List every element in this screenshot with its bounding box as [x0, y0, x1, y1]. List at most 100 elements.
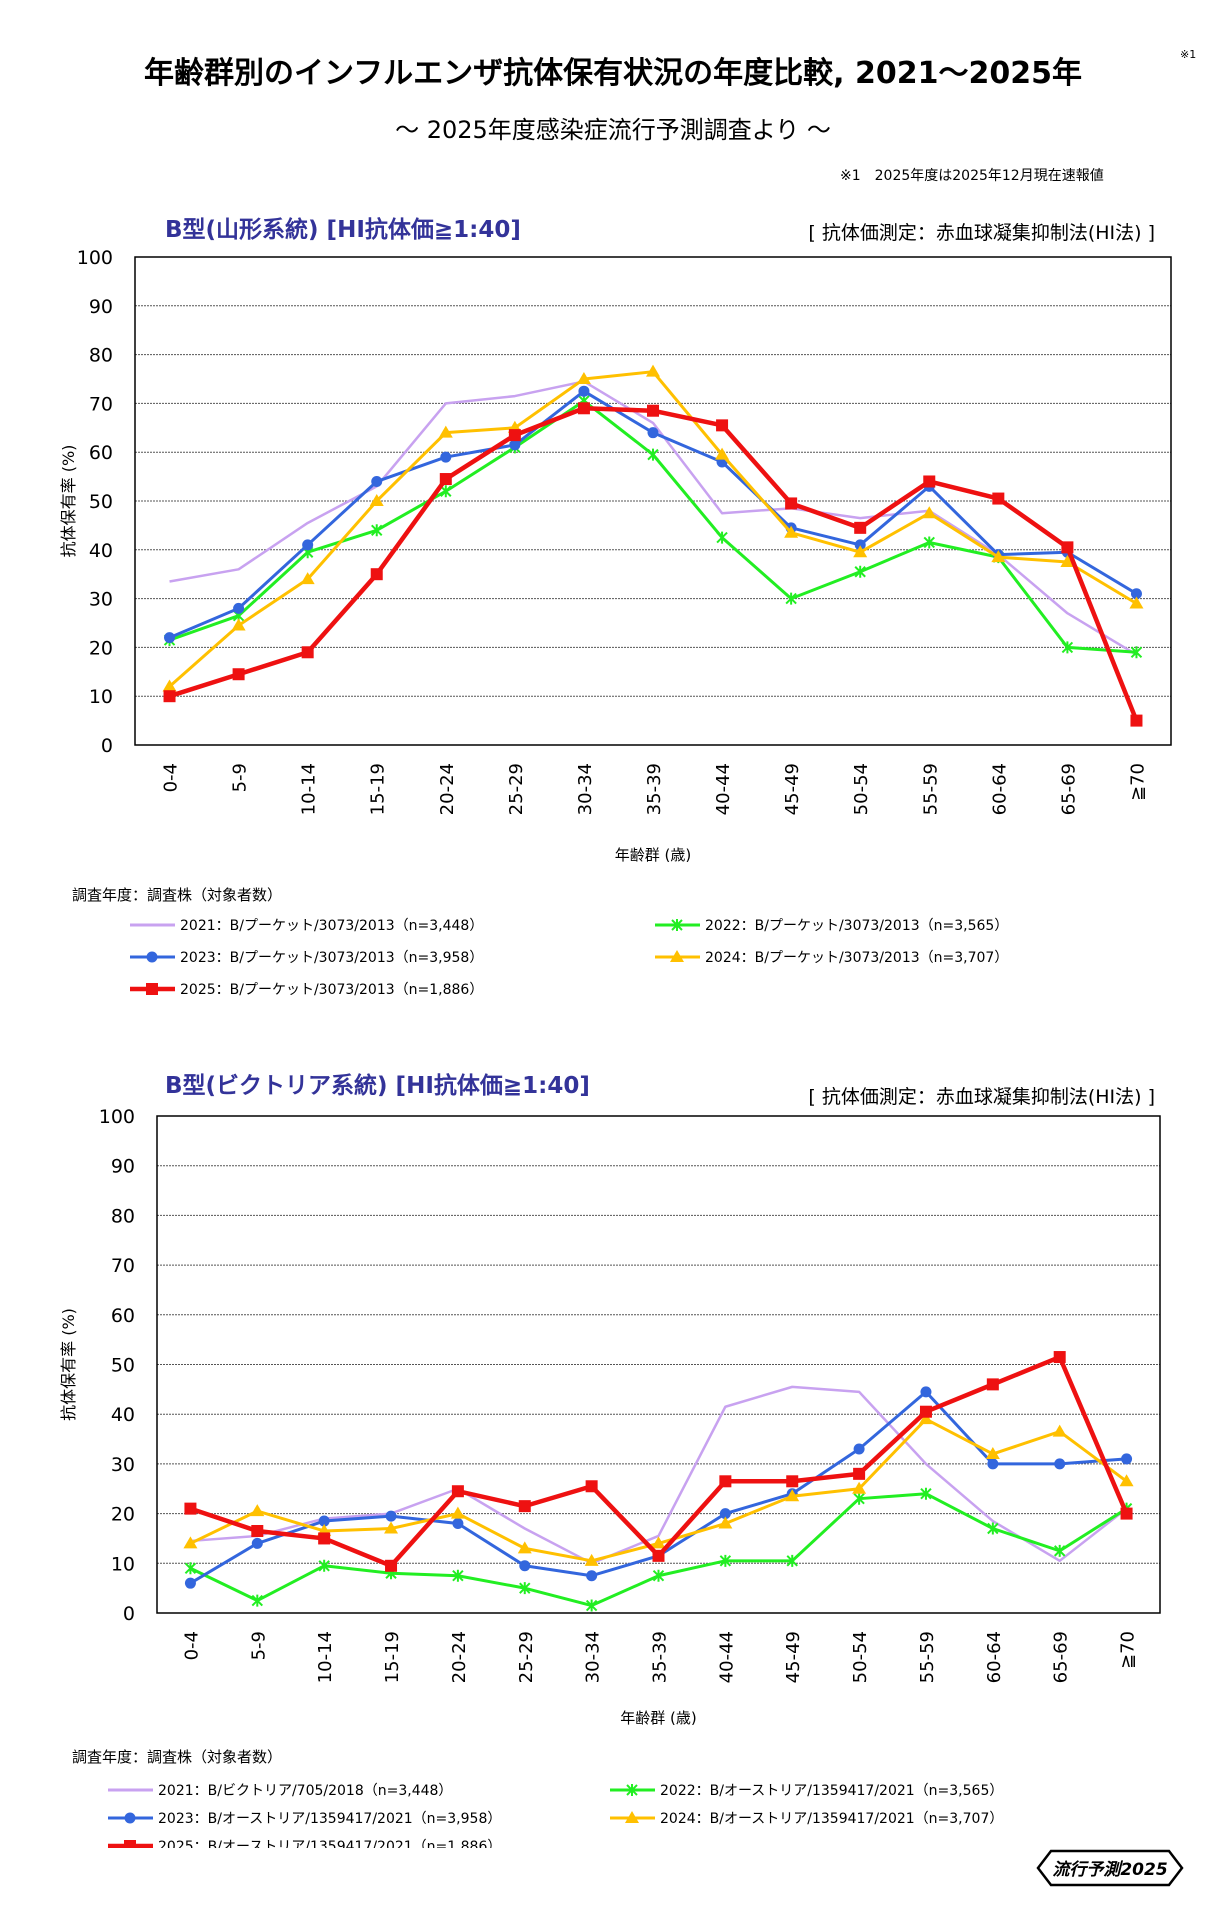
y-axis-label: 抗体保有率 (%) — [59, 1308, 78, 1421]
data-point-2023 — [854, 539, 866, 551]
data-point-2025 — [785, 497, 798, 510]
data-point-2024 — [646, 364, 660, 377]
data-point-2024 — [991, 550, 1006, 563]
x-tick-label: ≧70 — [1118, 1631, 1139, 1669]
chart-victoria: B型(ビクトリア系統) [HI抗体価≧1:40] [ 抗体価測定：赤血球凝集抑制法… — [59, 1072, 1161, 1848]
y-tick-label: 0 — [101, 735, 113, 757]
legend-item-2023: 2023：B/プーケット/3073/2013（n=3,958） — [130, 950, 483, 966]
y-tick-label: 40 — [89, 540, 113, 562]
data-point-2024 — [922, 506, 937, 519]
data-point-2024 — [853, 545, 868, 558]
data-point-2022 — [719, 1554, 732, 1567]
legend-item-2022: 2022：B/プーケット/3073/2013（n=3,565） — [655, 918, 1008, 934]
data-point-2025 — [923, 475, 936, 488]
data-point-2025 — [585, 1480, 598, 1493]
data-point-2023 — [519, 1560, 531, 1572]
x-tick-label: 55-59 — [917, 1631, 938, 1683]
data-point-2024 — [1060, 555, 1075, 567]
data-point-2024 — [1052, 1424, 1067, 1437]
legend-label: 2025：B/オーストリア/1359417/2021（n=1,886） — [158, 1839, 501, 1848]
data-point-2024 — [651, 1536, 666, 1549]
series-2022 — [184, 1487, 1133, 1612]
legend-label: 2023：B/プーケット/3073/2013（n=3,958） — [180, 950, 483, 966]
data-point-2024 — [517, 1541, 532, 1554]
x-tick-label: 55-59 — [920, 763, 941, 815]
data-point-2024 — [1119, 1474, 1134, 1487]
legend-marker — [146, 983, 158, 995]
legend-label: 2024：B/プーケット/3073/2013（n=3,707） — [705, 950, 1008, 966]
y-tick-label: 10 — [89, 686, 113, 708]
data-point-2025 — [652, 1549, 665, 1562]
x-tick-label: 65-69 — [1058, 763, 1079, 815]
legend-label: 2022：B/オーストリア/1359417/2021（n=3,565） — [660, 1783, 1003, 1799]
data-point-2022 — [184, 1562, 197, 1575]
x-tick-label: 10-14 — [315, 1631, 336, 1683]
preliminary-note: ※1 2025年度は2025年12月現在速報値 — [840, 168, 1104, 184]
legend-label: 2021：B/ビクトリア/705/2018（n=3,448） — [158, 1783, 452, 1799]
legend-item-2022: 2022：B/オーストリア/1359417/2021（n=3,565） — [610, 1783, 1003, 1799]
data-point-2022 — [647, 448, 659, 461]
data-point-2025 — [854, 521, 867, 534]
legend-marker — [124, 1840, 136, 1848]
x-tick-label: 45-49 — [783, 1631, 804, 1683]
data-point-2023 — [586, 1570, 598, 1582]
y-tick-label: 10 — [111, 1553, 135, 1575]
data-point-2025 — [439, 473, 452, 486]
series-2021 — [190, 1385, 1128, 1565]
logo-badge: 流行予測2025 — [1036, 1849, 1184, 1887]
x-tick-label: ≧70 — [1127, 763, 1148, 801]
y-tick-label: 40 — [111, 1404, 135, 1426]
y-tick-label: 60 — [89, 442, 113, 464]
badge-text: 流行予測2025 — [1052, 1860, 1167, 1880]
data-point-2025 — [370, 568, 383, 581]
y-tick-label: 100 — [99, 1106, 135, 1128]
x-tick-label: 15-19 — [382, 1631, 403, 1683]
series-line-2024 — [168, 370, 1138, 688]
data-point-2022 — [786, 1554, 798, 1567]
data-point-2024 — [300, 572, 315, 585]
data-point-2022 — [585, 1599, 598, 1612]
data-point-2025 — [992, 492, 1005, 505]
data-point-2025 — [1061, 541, 1074, 554]
data-point-2025 — [853, 1467, 866, 1480]
data-point-2025 — [1120, 1507, 1133, 1520]
chart-title: B型(山形系統) [HI抗体価≧1:40] — [165, 216, 521, 243]
legend-label: 2023：B/オーストリア/1359417/2021（n=3,958） — [158, 1811, 501, 1827]
data-point-2024 — [1129, 596, 1144, 609]
legend-label: 2022：B/プーケット/3073/2013（n=3,565） — [705, 918, 1008, 934]
data-point-2024 — [384, 1521, 399, 1534]
data-point-2024 — [852, 1481, 867, 1494]
x-axis-label: 年齢群 (歳) — [615, 846, 691, 864]
y-tick-label: 50 — [111, 1355, 135, 1377]
data-point-2023 — [164, 632, 176, 644]
data-point-2023 — [1130, 588, 1142, 600]
series-line-2021 — [190, 1385, 1128, 1565]
x-axis-label: 年齢群 (歳) — [620, 1709, 696, 1727]
legend-title: 調査年度：調査株（対象者数） — [72, 1748, 282, 1766]
data-point-2025 — [451, 1485, 464, 1498]
x-tick-label: 35-39 — [644, 763, 665, 815]
x-tick-label: 20-24 — [437, 763, 458, 815]
x-tick-label: 50-54 — [850, 1631, 871, 1683]
method-label: [ 抗体価測定：赤血球凝集抑制法(HI法) ] — [808, 1086, 1155, 1108]
x-tick-label: 65-69 — [1051, 1631, 1072, 1683]
y-tick-label: 0 — [123, 1603, 135, 1625]
data-point-2025 — [163, 690, 176, 703]
data-point-2022 — [1130, 646, 1143, 659]
y-tick-label: 30 — [111, 1454, 135, 1476]
x-tick-label: 30-34 — [575, 763, 596, 815]
legend-item-2024: 2024：B/プーケット/3073/2013（n=3,707） — [655, 950, 1008, 966]
data-point-2025 — [986, 1378, 999, 1391]
data-point-2022 — [987, 1522, 999, 1535]
x-tick-label: 60-64 — [984, 1631, 1005, 1683]
y-tick-label: 30 — [89, 589, 113, 611]
data-point-2025 — [301, 646, 314, 659]
data-point-2023 — [509, 439, 521, 451]
data-point-2023 — [233, 602, 245, 614]
y-tick-label: 80 — [111, 1205, 135, 1227]
x-tick-label: 40-44 — [716, 1631, 737, 1683]
y-tick-label: 70 — [89, 393, 113, 415]
data-point-2022 — [853, 1492, 865, 1505]
y-tick-label: 70 — [111, 1255, 135, 1277]
legend-marker — [625, 1811, 639, 1823]
